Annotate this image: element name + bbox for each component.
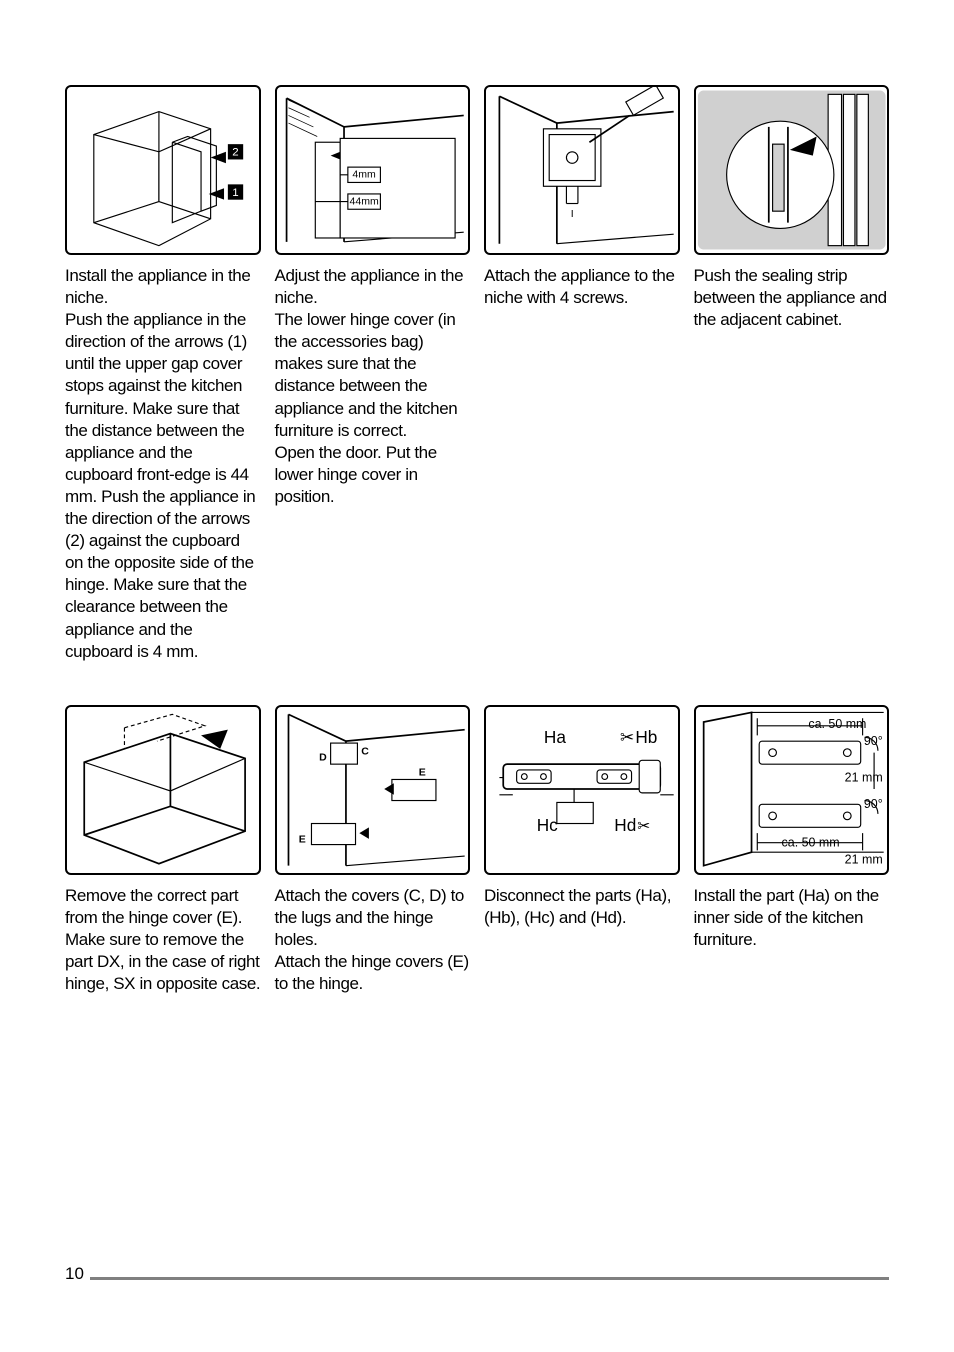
footer-rule bbox=[90, 1277, 889, 1280]
caption-attach-screws: Attach the appliance to the niche with 4… bbox=[484, 265, 680, 309]
step-attach-covers: D C E E Attach the covers (C, D) to the … bbox=[275, 705, 471, 995]
svg-text:E: E bbox=[418, 766, 425, 778]
svg-text:90°: 90° bbox=[863, 797, 882, 811]
figure-adjust-niche: 4mm 44mm bbox=[275, 85, 471, 255]
svg-text:4mm: 4mm bbox=[352, 169, 376, 181]
svg-text:21 mm: 21 mm bbox=[844, 770, 882, 784]
svg-text:21 mm: 21 mm bbox=[844, 852, 882, 866]
figure-attach-screws: I bbox=[484, 85, 680, 255]
caption-sealing-strip: Push the sealing strip between the appli… bbox=[694, 265, 890, 331]
figure-remove-hinge-cover bbox=[65, 705, 261, 875]
step-sealing-strip: Push the sealing strip between the appli… bbox=[694, 85, 890, 663]
svg-text:Ha: Ha bbox=[544, 727, 566, 747]
figure-install-niche: 2 1 bbox=[65, 85, 261, 255]
svg-text:I: I bbox=[571, 208, 574, 220]
step-install-in-niche: 2 1 Install the appliance in the niche.P… bbox=[65, 85, 261, 663]
caption-disconnect-parts: Disconnect the parts (Ha), (Hb), (Hc) an… bbox=[484, 885, 680, 929]
svg-text:Hb: Hb bbox=[635, 727, 657, 747]
svg-text:Hc: Hc bbox=[537, 815, 558, 835]
step-disconnect-parts: Ha Hb ✂ Hc Hd ✂ bbox=[484, 705, 680, 995]
svg-text:90°: 90° bbox=[863, 734, 882, 748]
caption-install-niche: Install the appliance in the niche.Push … bbox=[65, 265, 261, 663]
page-number: 10 bbox=[65, 1264, 84, 1284]
svg-text:1: 1 bbox=[232, 187, 238, 199]
figure-sealing-strip bbox=[694, 85, 890, 255]
svg-text:E: E bbox=[298, 833, 305, 845]
figure-disconnect-parts: Ha Hb ✂ Hc Hd ✂ bbox=[484, 705, 680, 875]
step-attach-screws: I Attach the appliance to the niche with… bbox=[484, 85, 680, 663]
svg-text:2: 2 bbox=[232, 147, 238, 159]
step-adjust-niche: 4mm 44mm Adjust the appliance in the nic… bbox=[275, 85, 471, 663]
svg-text:ca. 50 mm: ca. 50 mm bbox=[808, 716, 866, 730]
svg-text:D: D bbox=[319, 751, 327, 763]
figure-attach-covers: D C E E bbox=[275, 705, 471, 875]
caption-attach-covers: Attach the covers (C, D) to the lugs and… bbox=[275, 885, 471, 995]
caption-install-ha: Install the part (Ha) on the inner side … bbox=[694, 885, 890, 951]
figure-install-ha: ca. 50 mm 90° 21 mm 90° ca. 50 mm bbox=[694, 705, 890, 875]
step-remove-hinge-cover: Remove the correct part from the hinge c… bbox=[65, 705, 261, 995]
caption-adjust-niche: Adjust the appliance in the niche.The lo… bbox=[275, 265, 471, 508]
svg-text:✂: ✂ bbox=[620, 727, 634, 747]
caption-remove-hinge-cover: Remove the correct part from the hinge c… bbox=[65, 885, 261, 995]
svg-text:Hd: Hd bbox=[614, 815, 636, 835]
svg-text:✂: ✂ bbox=[637, 818, 650, 835]
step-install-ha: ca. 50 mm 90° 21 mm 90° ca. 50 mm bbox=[694, 705, 890, 995]
svg-text:C: C bbox=[361, 745, 369, 757]
svg-text:44mm: 44mm bbox=[349, 195, 378, 207]
